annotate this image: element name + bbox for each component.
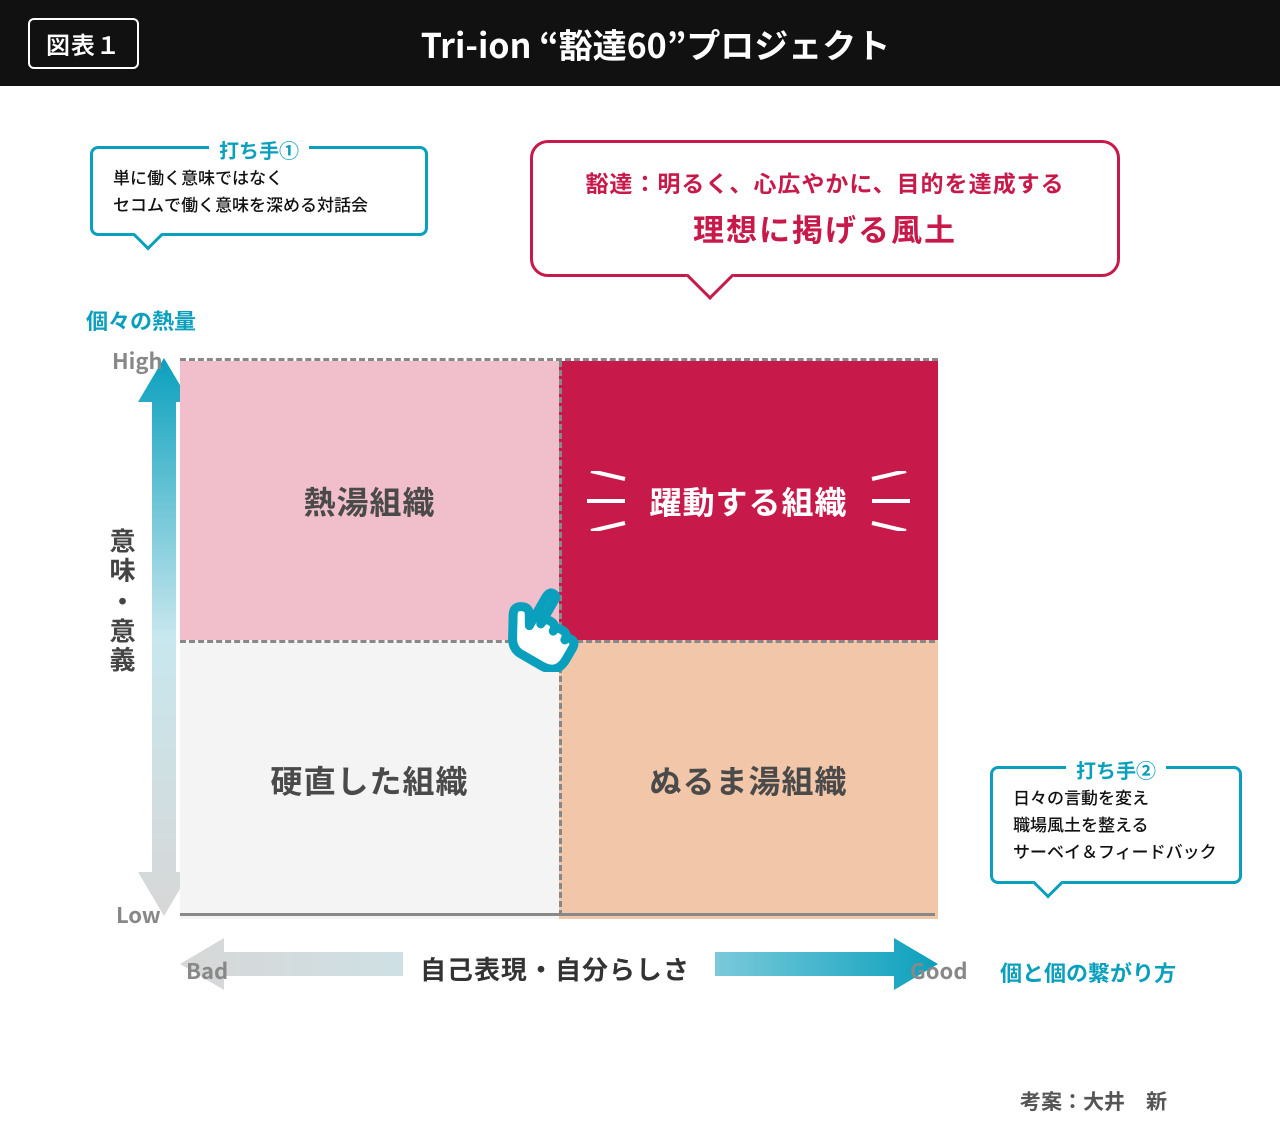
quadrant-top-left-label: 熱湯組織 (303, 478, 435, 524)
callout-2-legend: 打ち手② (1066, 755, 1166, 784)
quadrant-bottom-right: ぬるま湯組織 (559, 640, 938, 919)
callout-strategy-1: 打ち手① 単に働く意味ではなく セコムで働く意味を深める対話会 (90, 146, 428, 236)
x-axis-label: 自己表現・自分らしさ (420, 950, 690, 987)
callout-2-tail (1032, 867, 1063, 898)
quadrant-top-right: 躍動する組織 (559, 361, 938, 640)
bubble-line2: 理想に掲げる風土 (569, 205, 1081, 250)
callout-1-legend: 打ち手① (209, 135, 309, 164)
quadrant-bottom-left: 硬直した組織 (180, 640, 559, 919)
definition-bubble: 豁達：明るく、心広やかに、目的を達成する 理想に掲げる風土 (530, 140, 1120, 277)
figure-number-badge: 図表１ (28, 18, 139, 69)
callout-1-tail (132, 220, 163, 251)
x-axis-good: Good (910, 954, 968, 986)
callout-strategy-2: 打ち手② 日々の言動を変え 職場風土を整える サーベイ＆フィードバック (990, 766, 1242, 884)
y-axis-label: 意味・意義 (104, 526, 141, 676)
figure-header: 図表１ Tri-ion “豁達60”プロジェクト (0, 0, 1280, 86)
quadrant-bottom-left-label: 硬直した組織 (270, 757, 468, 803)
y-axis-high: High (112, 344, 163, 376)
pointing-hand-icon (494, 582, 584, 672)
author-credit: 考案：大井 新 (1020, 1086, 1167, 1116)
quadrant-top-right-label: 躍動する組織 (649, 478, 847, 524)
x-axis-outer-label: 個と個の繋がり方 (1000, 956, 1176, 988)
diagram-stage: 打ち手① 単に働く意味ではなく セコムで働く意味を深める対話会 豁達：明るく、心… (0, 86, 1280, 1147)
bubble-tail (686, 252, 734, 300)
emphasis-lines-left (583, 471, 633, 531)
figure-title: Tri-ion “豁達60”プロジェクト (199, 19, 1112, 68)
callout-2-body: 日々の言動を変え 職場風土を整える サーベイ＆フィードバック (1013, 783, 1219, 865)
emphasis-lines-right (864, 471, 914, 531)
x-axis-bad: Bad (186, 954, 228, 986)
bubble-line1: 豁達：明るく、心広やかに、目的を達成する (569, 165, 1081, 199)
quadrant-bottom-right-label: ぬるま湯組織 (649, 757, 847, 803)
callout-1-body: 単に働く意味ではなく セコムで働く意味を深める対話会 (113, 163, 405, 217)
y-axis-low: Low (116, 898, 161, 930)
y-axis-outer-label: 個々の熱量 (86, 304, 196, 336)
